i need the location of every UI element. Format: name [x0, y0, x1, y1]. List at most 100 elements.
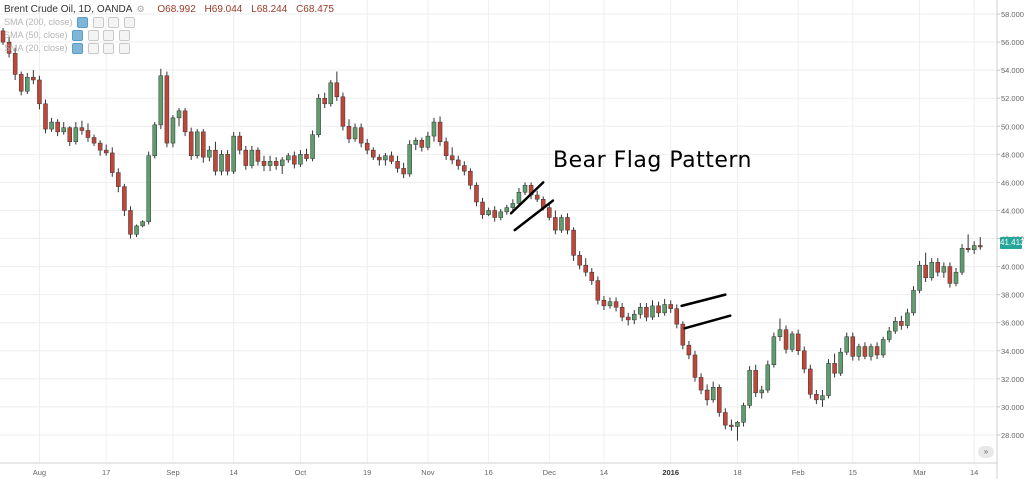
- candle-up: [959, 248, 965, 273]
- candle-down: [261, 161, 267, 166]
- candle-up: [917, 264, 922, 291]
- candle-down: [103, 149, 109, 154]
- candle-down: [965, 248, 971, 250]
- candle-down: [110, 152, 115, 173]
- indicator-row[interactable]: SMA (200, close): [4, 17, 135, 29]
- x-tick-label: 2016: [662, 468, 679, 477]
- candle-up: [504, 207, 510, 213]
- symbol-title[interactable]: Brent Crude Oil, 1D, OANDA: [4, 4, 132, 15]
- x-tick-label: 19: [363, 468, 371, 477]
- close-icon[interactable]: [118, 30, 130, 42]
- add-icon[interactable]: [103, 30, 115, 42]
- candle-up: [328, 82, 334, 105]
- candle-down: [182, 110, 188, 133]
- candle-up: [893, 321, 898, 332]
- candle-down: [753, 370, 758, 394]
- indicator-label: SMA (50, close): [4, 30, 68, 40]
- candle-down: [474, 184, 479, 203]
- candles: [0, 28, 983, 441]
- candle-up: [868, 346, 874, 357]
- settings-icon[interactable]: [92, 17, 104, 29]
- y-tick-label: 28.000: [1001, 431, 1024, 440]
- x-tick-label: Aug: [33, 468, 46, 477]
- candle-down: [947, 266, 953, 284]
- candle-down: [547, 207, 552, 218]
- flag-trend-line: [680, 293, 727, 308]
- candle-up: [510, 203, 516, 208]
- indicator-label: SMA (200, close): [4, 17, 73, 27]
- candle-up: [516, 191, 522, 204]
- close-icon[interactable]: [123, 17, 135, 29]
- candle-down: [674, 308, 680, 325]
- indicator-row[interactable]: SMA (50, close): [4, 30, 130, 42]
- indicator-row[interactable]: SMA (20, close): [4, 43, 130, 55]
- candle-up: [559, 217, 564, 231]
- close-icon[interactable]: [118, 43, 130, 55]
- candle-up: [231, 135, 236, 172]
- x-tick-label: 14: [229, 468, 237, 477]
- pattern-annotation: Bear Flag Pattern: [553, 148, 753, 173]
- settings-icon[interactable]: [87, 43, 99, 55]
- candle-up: [838, 351, 843, 374]
- candle-down: [686, 344, 692, 356]
- flag-trend-line: [509, 181, 545, 215]
- candle-up: [929, 262, 934, 279]
- candle-down: [401, 168, 406, 175]
- candle-down: [601, 299, 607, 307]
- candle-down: [462, 165, 467, 172]
- candle-down: [443, 141, 449, 156]
- candle-down: [225, 154, 230, 172]
- scroll-to-realtime-button[interactable]: »: [978, 446, 994, 458]
- candle-down: [704, 389, 710, 401]
- candle-down: [255, 149, 261, 162]
- candle-down: [201, 131, 206, 158]
- add-icon[interactable]: [108, 17, 120, 29]
- indicator-label: SMA (20, close): [4, 43, 68, 53]
- candle-down: [6, 41, 12, 54]
- candle-up: [194, 131, 200, 156]
- candle-up: [140, 221, 145, 227]
- candle-up: [911, 290, 916, 314]
- x-tick-label: Mar: [913, 468, 926, 477]
- candle-down: [67, 127, 73, 142]
- x-tick-label: 16: [484, 468, 492, 477]
- low-value: L68.244: [251, 4, 288, 15]
- candle-up: [941, 266, 947, 273]
- add-icon[interactable]: [103, 43, 115, 55]
- candle-up: [886, 330, 892, 340]
- x-tick-label: Nov: [421, 468, 435, 477]
- eye-icon[interactable]: [77, 17, 89, 29]
- candle-down: [692, 354, 698, 378]
- candle-up: [49, 121, 54, 130]
- y-tick-label: 30.000: [1001, 403, 1024, 412]
- candle-down: [243, 149, 249, 166]
- candle-down: [437, 121, 443, 142]
- candle-up: [310, 134, 315, 159]
- candle-up: [134, 225, 139, 235]
- settings-icon[interactable]: [87, 30, 99, 42]
- y-tick-label: 58.000: [1001, 10, 1024, 19]
- open-value: O68.992: [157, 4, 196, 15]
- candle-down: [237, 135, 242, 151]
- x-tick-label: 17: [102, 468, 110, 477]
- candle-down: [116, 172, 121, 187]
- candle-down: [85, 130, 91, 138]
- candle-down: [188, 131, 194, 156]
- candle-up: [298, 154, 303, 165]
- candle-down: [589, 271, 595, 281]
- x-tick-label: 18: [733, 468, 741, 477]
- candle-up: [431, 121, 437, 137]
- x-tick-label: Dec: [543, 468, 557, 477]
- candle-down: [79, 127, 85, 131]
- settings-icon[interactable]: ⚙: [136, 4, 145, 14]
- eye-icon[interactable]: [72, 30, 84, 42]
- candle-up: [146, 155, 151, 222]
- candle-up: [765, 364, 771, 391]
- eye-icon[interactable]: [72, 43, 84, 55]
- candle-down: [583, 264, 588, 273]
- candle-down: [874, 346, 880, 356]
- candle-down: [273, 161, 279, 166]
- candle-down: [292, 155, 297, 165]
- candle-up: [219, 154, 224, 172]
